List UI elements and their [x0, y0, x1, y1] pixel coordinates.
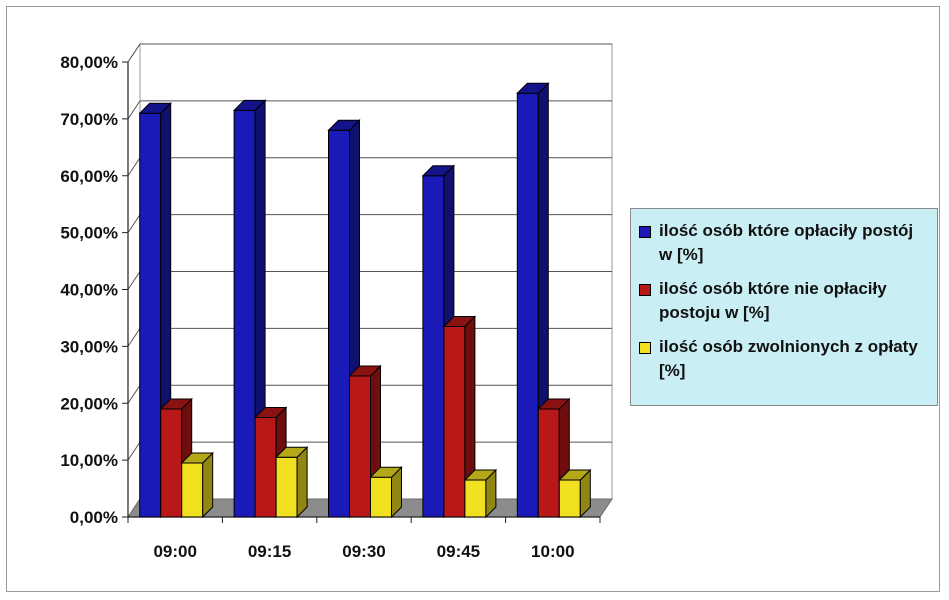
x-tick-label: 09:15: [248, 542, 291, 561]
legend-item-paid: ilość osób które opłaciły postój w [%]: [637, 219, 931, 267]
bar: [180, 451, 214, 519]
legend-swatch-paid: [639, 226, 651, 238]
y-tick-label: 0,00%: [70, 508, 118, 527]
y-tick-label: 70,00%: [60, 110, 118, 129]
y-tick-label: 50,00%: [60, 224, 118, 243]
bar: [442, 315, 477, 519]
bar: [463, 468, 498, 519]
legend-label-unpaid: ilość osób które nie opłaciły postoju w …: [659, 279, 887, 322]
gridline-side: [127, 271, 141, 290]
gridline-side: [127, 43, 141, 63]
x-tick-label: 09:45: [437, 542, 480, 561]
y-tick-label: 10,00%: [60, 451, 118, 470]
y-tick-label: 30,00%: [60, 337, 118, 356]
x-axis-tick-labels: 09:00 09:15 09:30 09:45 10:00: [153, 542, 574, 561]
bar: [558, 468, 592, 519]
y-tick-label: 20,00%: [60, 394, 118, 413]
gridline-side: [127, 384, 141, 404]
y-axis-tick-labels: 0,00% 10,00% 20,00% 30,00% 40,00% 50,00% 60,00…: [60, 53, 118, 527]
y-tick-label: 60,00%: [60, 167, 118, 186]
gridline-side: [127, 100, 141, 120]
bar: [274, 446, 309, 519]
x-tick-label: 09:30: [342, 542, 385, 561]
y-tick-label: 80,00%: [60, 53, 118, 72]
bar: [369, 465, 403, 519]
gridline-side: [127, 441, 141, 461]
legend-item-exempt: ilość osób zwolnionych z opłaty [%]: [637, 335, 931, 383]
legend-swatch-unpaid: [639, 284, 651, 296]
x-tick-label: 10:00: [531, 542, 574, 561]
legend-label-paid: ilość osób które opłaciły postój w [%]: [659, 221, 914, 264]
legend-label-exempt: ilość osób zwolnionych z opłaty [%]: [659, 337, 918, 380]
x-tick-label: 09:00: [153, 542, 196, 561]
gridline-side: [127, 157, 141, 177]
gridline-side: [127, 214, 141, 233]
y-tick-label: 40,00%: [60, 281, 118, 300]
chart-bars: [138, 82, 592, 519]
chart-legend: ilość osób które opłaciły postój w [%] i…: [630, 208, 938, 406]
legend-swatch-exempt: [639, 342, 651, 354]
legend-item-unpaid: ilość osób które nie opłaciły postoju w …: [637, 277, 931, 325]
gridline-side: [127, 328, 141, 347]
